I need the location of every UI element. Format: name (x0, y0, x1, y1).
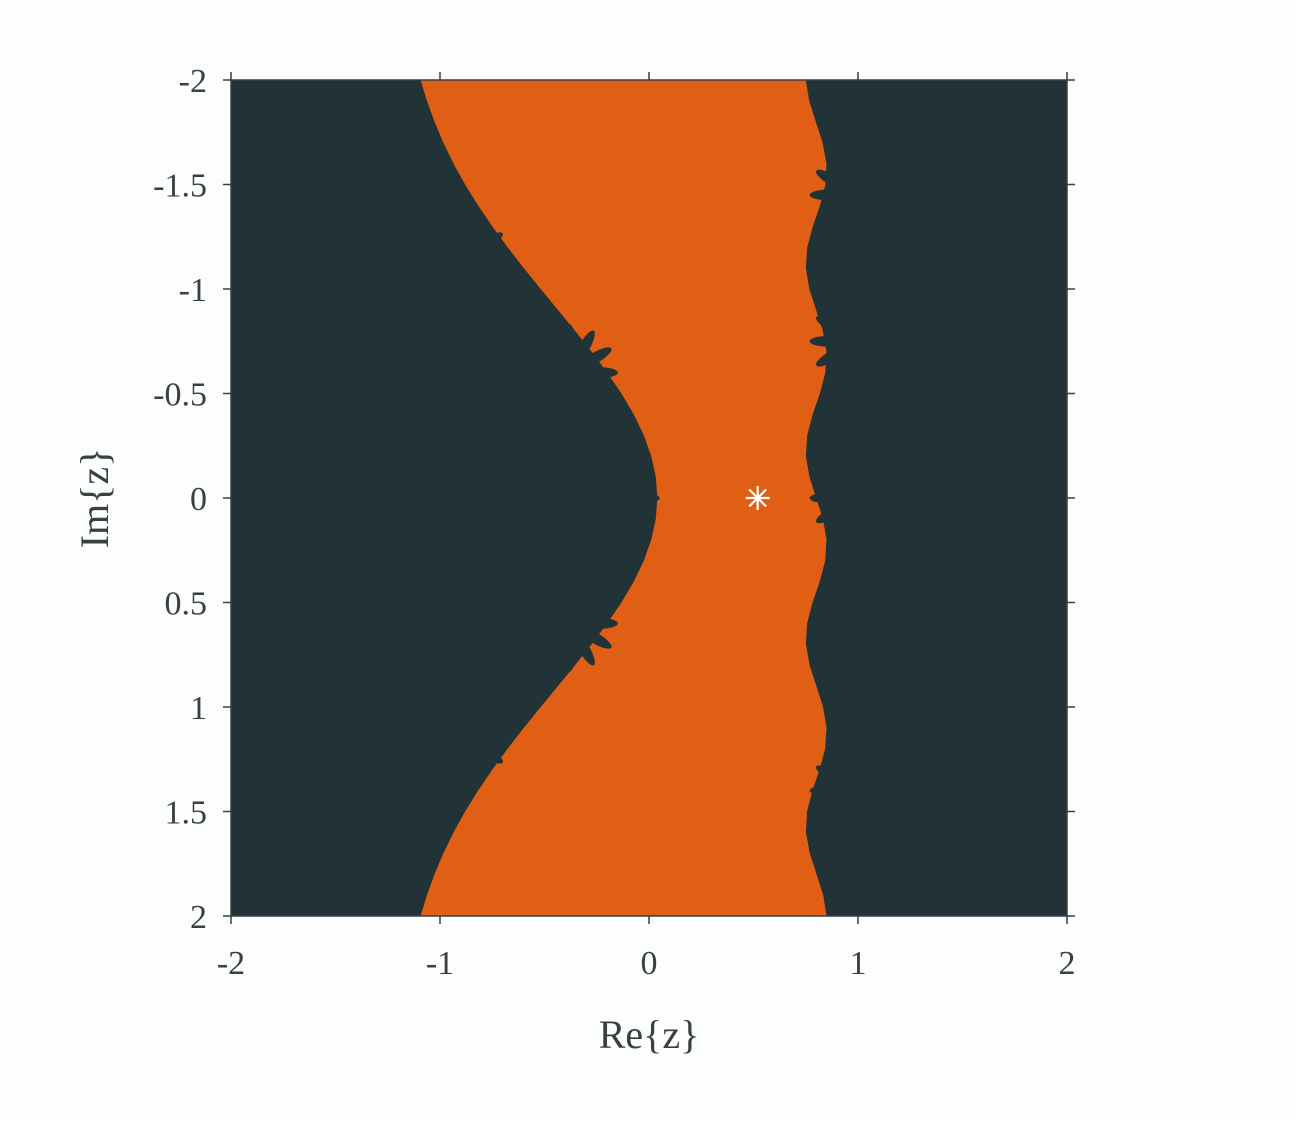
x-tick-label: -2 (217, 945, 245, 982)
dark-lobe (266, 80, 363, 171)
y-tick-label: 2 (190, 899, 207, 936)
fixed-point-marker (745, 486, 770, 510)
y-tick-label: -1.5 (153, 168, 207, 205)
dark-lobe (809, 292, 907, 390)
dark-lobe (412, 690, 510, 787)
y-tick-label: 1 (190, 690, 207, 727)
y-tick-label: 0 (190, 481, 207, 518)
x-tick-label: 1 (850, 945, 867, 982)
y-tick-label: 0.5 (165, 586, 208, 623)
dark-lobe (809, 742, 907, 839)
x-tick-label: 2 (1059, 945, 1076, 982)
x-axis-label: Re{z} (599, 1012, 700, 1057)
plot-area (231, 80, 1067, 916)
dark-lobe (412, 209, 510, 306)
dark-lobe (809, 146, 907, 244)
x-tick-label: 0 (641, 945, 658, 982)
dark-lobe (266, 825, 363, 916)
y-tick-label: -2 (179, 63, 207, 100)
y-tick-label: -0.5 (153, 377, 207, 414)
y-tick-label: 1.5 (165, 795, 208, 832)
y-tick-label: -1 (179, 272, 207, 309)
x-tick-label: -1 (426, 945, 454, 982)
y-axis-label: Im{z} (72, 448, 117, 549)
dark-lobe (521, 575, 618, 672)
dark-lobe (563, 449, 660, 547)
converging-region (420, 80, 827, 916)
dark-lobe (521, 324, 618, 421)
dark-lobe (809, 449, 907, 547)
dark-lobe (809, 585, 907, 683)
